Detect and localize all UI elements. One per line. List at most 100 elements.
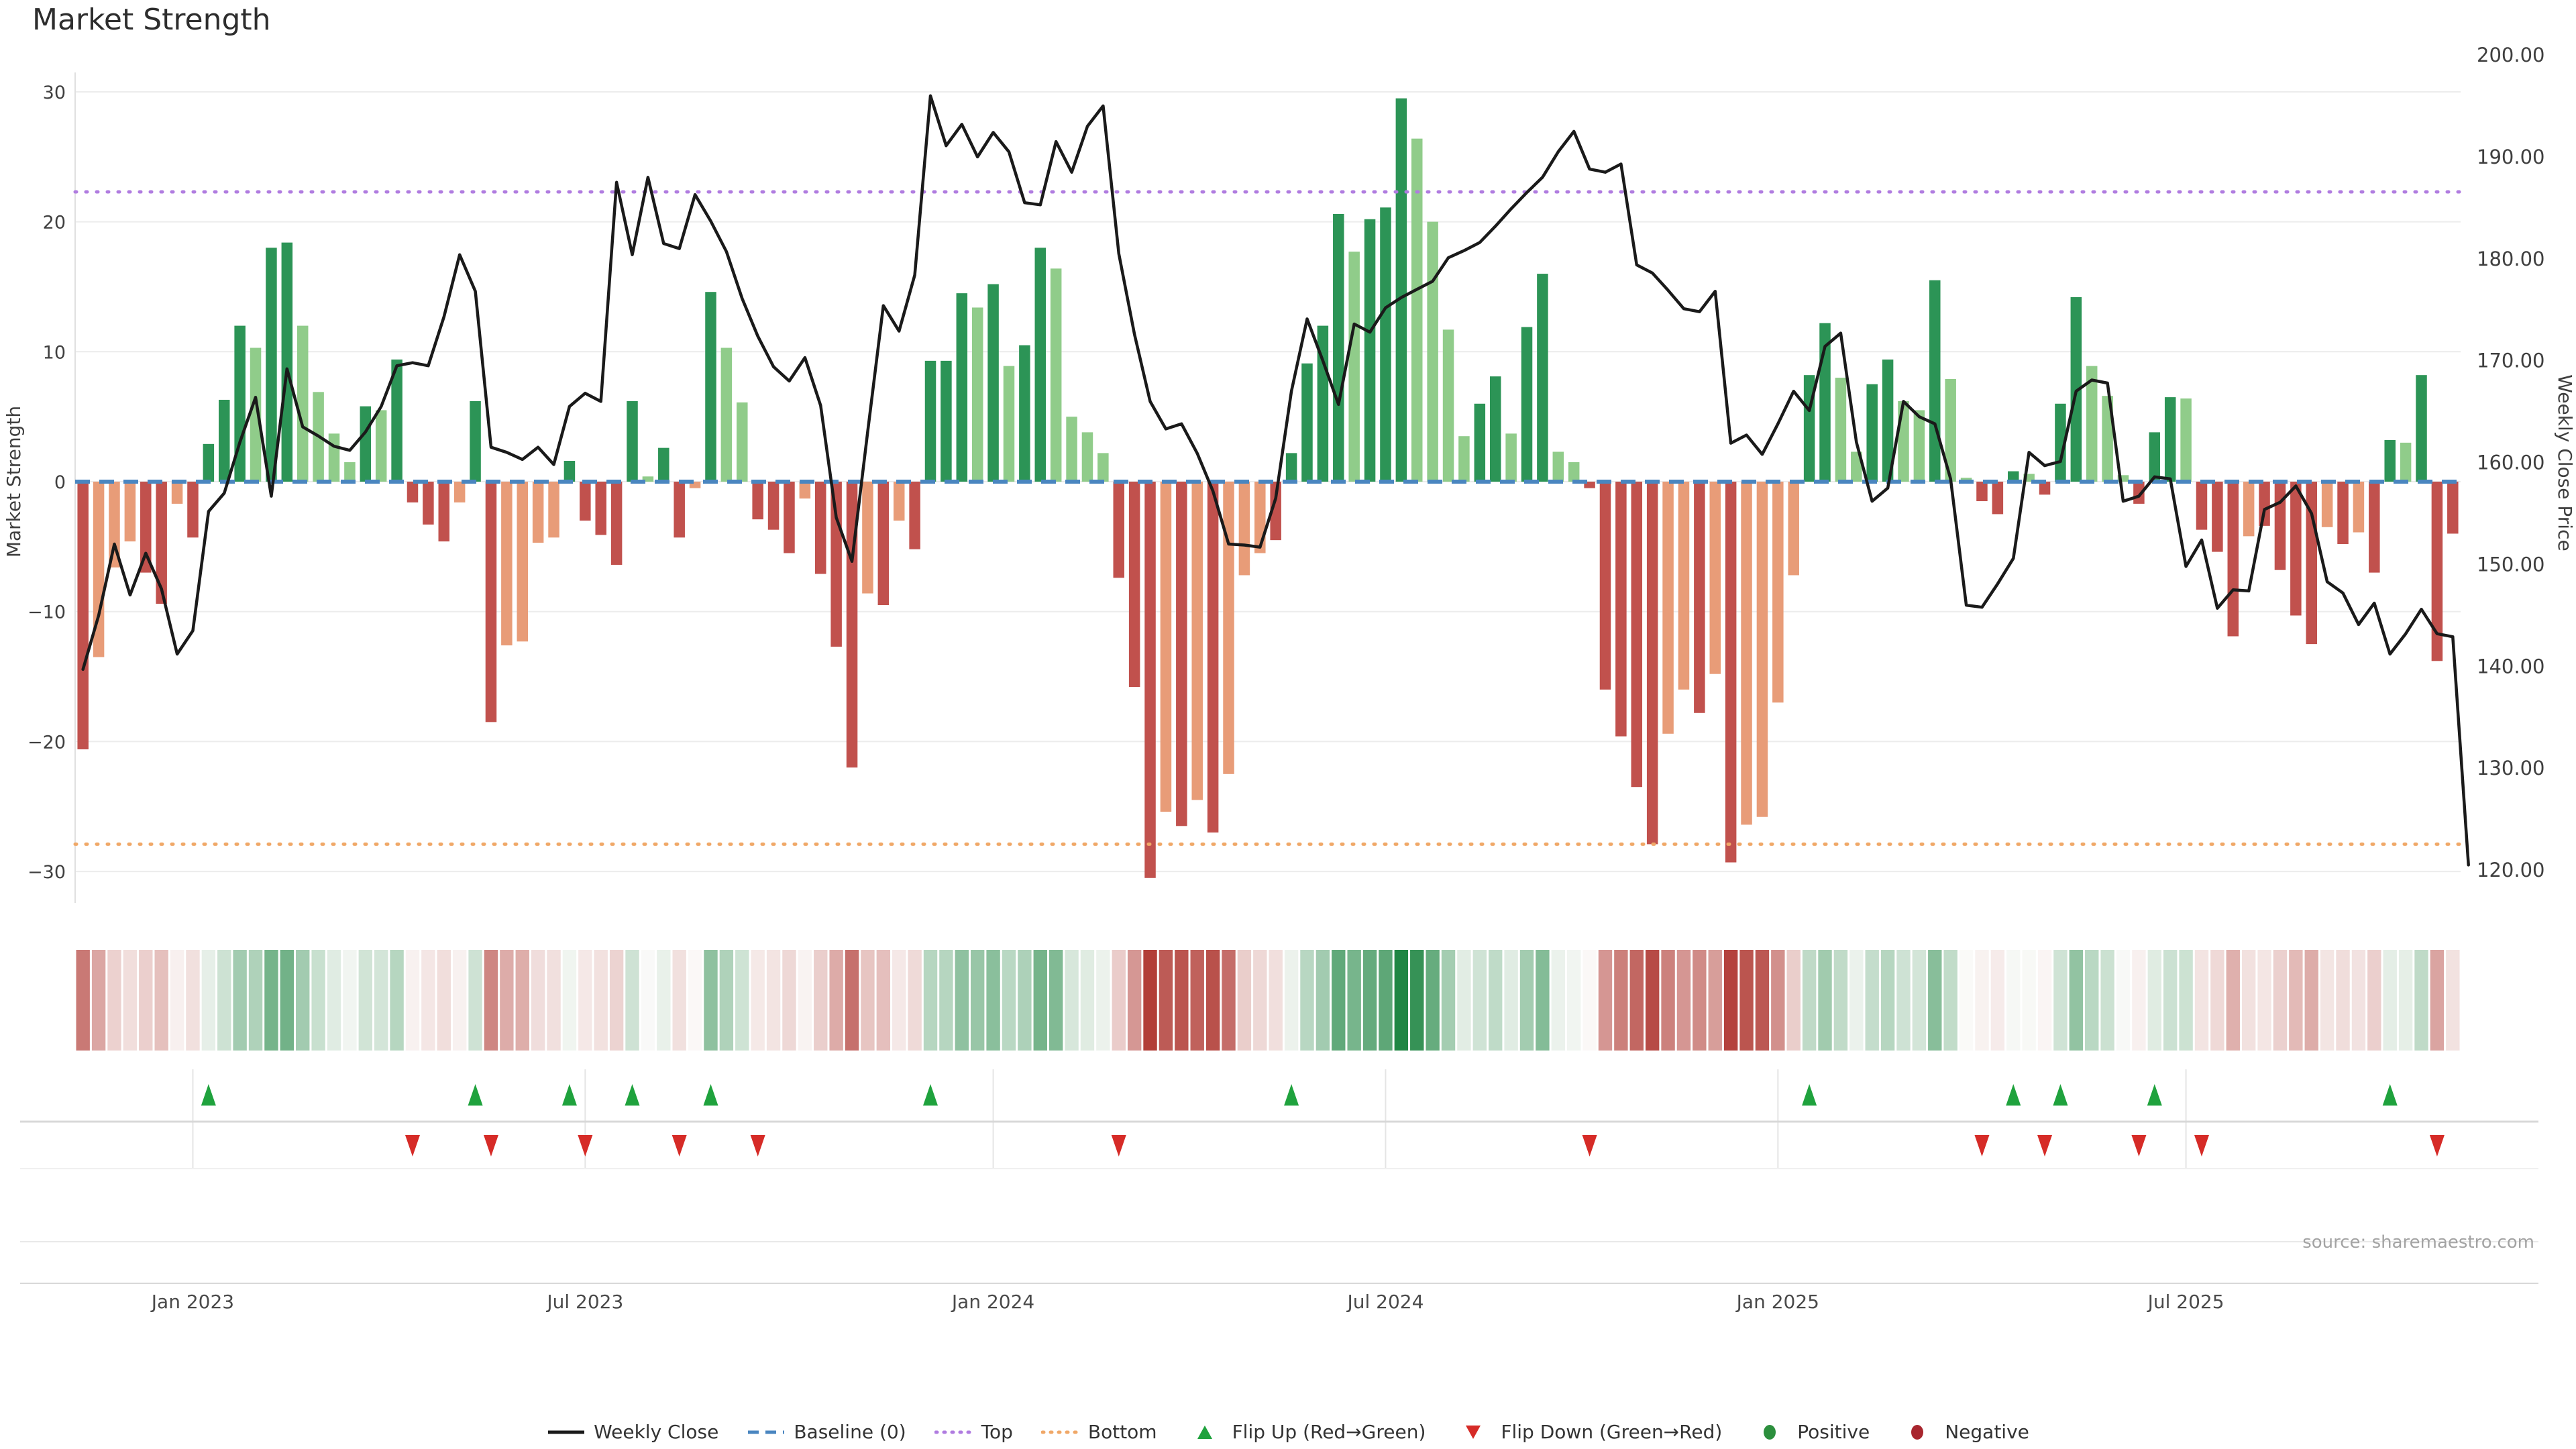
heatmap-cell: [908, 950, 922, 1051]
heatmap-cell: [704, 950, 718, 1051]
strength-bar: [627, 400, 638, 482]
flip-down-marker: [1582, 1135, 1597, 1157]
heatmap-cell: [1645, 950, 1660, 1051]
heatmap-cell: [1693, 950, 1707, 1051]
strength-bar: [1191, 482, 1203, 800]
heatmap-cell: [766, 950, 781, 1051]
flip-marker-rows: [20, 1069, 2538, 1169]
strength-bar: [971, 307, 983, 482]
strength-bar: [1646, 482, 1658, 845]
x-axis: Jan 2023 Jul 2023 Jan 2024 Jul 2024 Jan 2025…: [20, 1241, 2538, 1313]
strength-bar: [1709, 482, 1721, 674]
strength-bar: [610, 482, 623, 565]
flip-up-marker: [2006, 1084, 2021, 1106]
strength-bar: [470, 400, 481, 482]
strength-bar: [266, 248, 277, 482]
heatmap-cell: [2241, 950, 2256, 1051]
heatmap-cell: [1284, 950, 1299, 1051]
flip-up-marker: [468, 1084, 483, 1106]
heatmap-cell: [1865, 950, 1879, 1051]
heatmap-cell: [437, 950, 451, 1051]
strength-bar: [1050, 268, 1062, 482]
top-legend-glyph: [934, 1430, 973, 1434]
strength-bar: [501, 482, 513, 646]
strength-bar: [815, 482, 826, 574]
heatmap-cell: [562, 950, 577, 1051]
heatmap-cell: [1723, 950, 1738, 1051]
strength-bar: [1113, 482, 1124, 578]
source-credit: source: sharemaestro.com: [2302, 1232, 2534, 1252]
strength-bar: [1301, 363, 1313, 482]
heatmap-cell: [609, 950, 624, 1051]
strength-bar: [375, 410, 387, 482]
x-tick-label: Jan 2025: [1735, 1291, 1819, 1313]
x-tick-label: Jul 2024: [1346, 1291, 1424, 1313]
strength-bar: [1395, 98, 1407, 482]
strength-bar: [407, 482, 419, 502]
heatmap-cell: [296, 950, 310, 1051]
flip-down-marker: [750, 1135, 765, 1157]
strength-bar: [877, 482, 890, 606]
heatmap-cell: [1536, 950, 1550, 1051]
heatmap-cell: [1316, 950, 1330, 1051]
strength-bar: [2243, 482, 2255, 537]
positive-legend-glyph: [1764, 1424, 1776, 1440]
strength-bar: [2290, 482, 2302, 616]
strength-bar: [1285, 453, 1297, 482]
y-right-tick: 180.00: [2477, 248, 2544, 270]
bottom-legend-glyph: [1040, 1430, 1080, 1434]
heatmap-cell: [2320, 950, 2334, 1051]
flip-down-marker: [2037, 1135, 2053, 1157]
heatmap-cell: [1959, 950, 1974, 1051]
flip-down-legend-glyph: [1466, 1425, 1481, 1439]
strength-bar: [580, 482, 591, 521]
strength-bar: [391, 359, 402, 482]
heatmap-cell: [923, 950, 938, 1051]
strength-bar: [93, 482, 105, 657]
strength-bar: [1176, 482, 1187, 826]
heatmap-cell: [1661, 950, 1675, 1051]
heatmap-cell: [1033, 950, 1047, 1051]
flip-up-marker: [561, 1084, 577, 1106]
strength-bar: [2164, 397, 2176, 482]
heatmap-cell: [2037, 950, 2052, 1051]
strength-bar: [156, 482, 167, 604]
legend-label: Top: [981, 1421, 1013, 1443]
heatmap-cell: [2053, 950, 2068, 1051]
heatmap-cell: [264, 950, 278, 1051]
legend-item-baseline: Baseline (0): [747, 1421, 906, 1443]
x-tick-label: Jul 2023: [545, 1291, 623, 1313]
price-line-group: [81, 94, 2470, 867]
strength-bar: [1097, 453, 1109, 482]
strength-bar: [1913, 410, 1925, 482]
strength-bar: [830, 482, 842, 647]
heatmap-cell: [217, 950, 231, 1051]
heatmap-cell: [421, 950, 435, 1051]
strength-bar: [1505, 433, 1517, 482]
heatmap-cell: [1567, 950, 1581, 1051]
heatmap-cell: [1708, 950, 1722, 1051]
strength-bar: [2337, 482, 2349, 544]
y-right-tick: 120.00: [2477, 859, 2544, 881]
heatmap-cell: [861, 950, 875, 1051]
heatmap-cell: [1269, 950, 1283, 1051]
heatmap-cell: [1614, 950, 1628, 1051]
strength-bar: [297, 325, 309, 482]
y-axis-left-ticks: 30 20 10 0 −10 −20 −30: [28, 83, 66, 883]
strength-bar: [1034, 248, 1046, 482]
heatmap-cell: [201, 950, 216, 1051]
heatmap-cell: [186, 950, 200, 1051]
strength-bar: [1019, 345, 1030, 482]
heatmap-cell: [1347, 950, 1361, 1051]
strength-bar: [1866, 384, 1878, 482]
strength-bar: [1411, 138, 1423, 482]
y-right-tick: 160.00: [2477, 451, 2544, 474]
heatmap-cell: [1065, 950, 1079, 1051]
strength-bar: [893, 482, 905, 521]
heatmap-cell: [1332, 950, 1346, 1051]
heatmap-cell: [1990, 950, 2005, 1051]
heatmap-cell: [1362, 950, 1377, 1051]
heatmap-cell: [625, 950, 639, 1051]
heatmap-cell: [1771, 950, 1785, 1051]
heatmap-cell: [1849, 950, 1864, 1051]
